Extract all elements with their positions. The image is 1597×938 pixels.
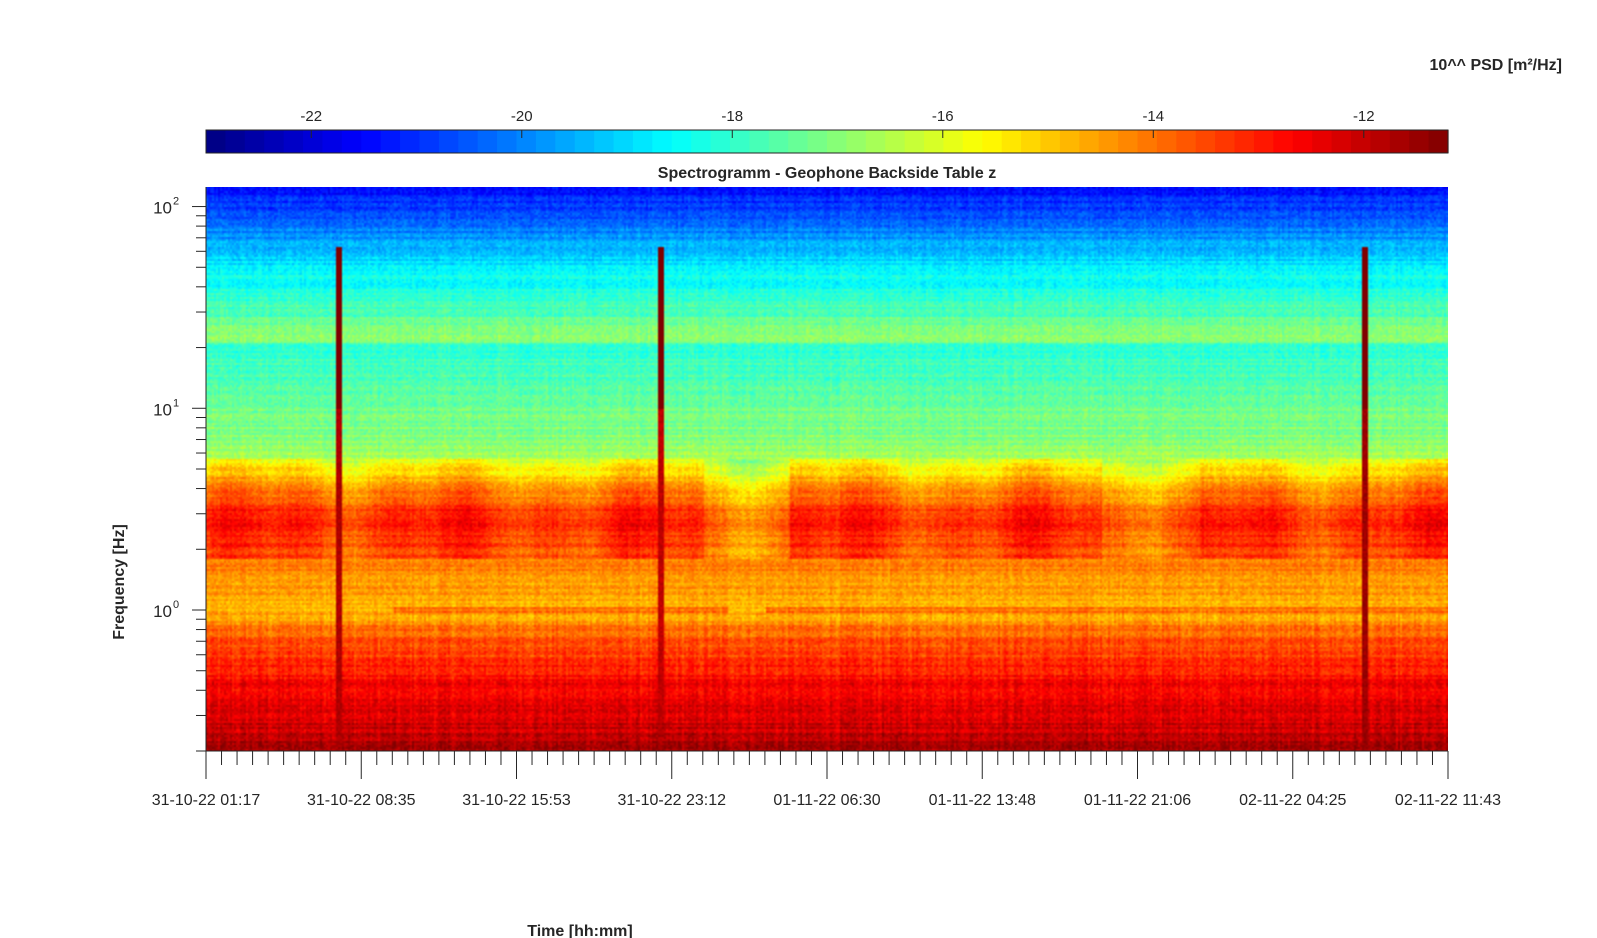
colorbar-cell <box>1428 130 1449 153</box>
colorbar-tick-label: -12 <box>1353 108 1375 125</box>
colorbar-cell <box>380 130 401 153</box>
x-tick-label: 31-10-22 15:53 <box>462 792 571 809</box>
colorbar-cell <box>1021 130 1042 153</box>
colorbar-cell <box>613 130 634 153</box>
colorbar-cell <box>1273 130 1294 153</box>
y-axis-label: Frequency [Hz] <box>111 524 128 640</box>
colorbar-cell <box>361 130 382 153</box>
colorbar-label: 10^^ PSD [m²/Hz] <box>1430 57 1562 74</box>
colorbar-cell <box>710 130 731 153</box>
colorbar-cell <box>1118 130 1139 153</box>
colorbar-tick-label: -22 <box>300 108 322 125</box>
colorbar-cell <box>1176 130 1197 153</box>
colorbar-cell <box>341 130 362 153</box>
colorbar-cell <box>555 130 576 153</box>
colorbar-cell <box>1040 130 1061 153</box>
colorbar-cell <box>458 130 479 153</box>
colorbar-cell <box>768 130 789 153</box>
colorbar-cell <box>1215 130 1236 153</box>
colorbar-cell <box>1370 130 1391 153</box>
colorbar-cell <box>535 130 556 153</box>
colorbar-tick-label: -20 <box>511 108 533 125</box>
colorbar-cell <box>1312 130 1333 153</box>
colorbar-cell <box>283 130 304 153</box>
colorbar-cells <box>206 130 1449 153</box>
colorbar-cell <box>807 130 828 153</box>
x-tick-label: 31-10-22 01:17 <box>152 792 261 809</box>
colorbar-cell <box>924 130 945 153</box>
colorbar-cell <box>264 130 285 153</box>
colorbar-cell <box>1059 130 1080 153</box>
colorbar-cell <box>1195 130 1216 153</box>
colorbar-cell <box>419 130 440 153</box>
y-tick-label: 10 <box>153 199 172 218</box>
x-tick-label: 02-11-22 04:25 <box>1239 792 1346 809</box>
y-tick-exponent: 0 <box>173 599 179 611</box>
colorbar-cell <box>1350 130 1371 153</box>
colorbar-tick-label: -14 <box>1142 108 1164 125</box>
colorbar-cell <box>322 130 343 153</box>
colorbar-cell <box>846 130 867 153</box>
colorbar-cell <box>497 130 518 153</box>
colorbar-cell <box>594 130 615 153</box>
colorbar-cell <box>1234 130 1255 153</box>
colorbar-cell <box>1156 130 1177 153</box>
x-axis: 31-10-22 01:17 31-10-22 08:35 31-10-22 15:… <box>152 750 1501 809</box>
colorbar-cell <box>904 130 925 153</box>
x-tick-label: 01-11-22 13:48 <box>929 792 1036 809</box>
x-tick-label: 01-11-22 06:30 <box>773 792 880 809</box>
y-tick-label: 10 <box>153 400 172 419</box>
colorbar-cell <box>962 130 983 153</box>
colorbar-cell <box>1137 130 1158 153</box>
colorbar-cell <box>729 130 750 153</box>
colorbar-cell <box>574 130 595 153</box>
x-tick-label: 31-10-22 08:35 <box>307 792 416 809</box>
colorbar-cell <box>1331 130 1352 153</box>
colorbar-cell <box>206 130 227 153</box>
y-tick-label: 10 <box>153 602 172 621</box>
colorbar-cell <box>1001 130 1022 153</box>
colorbar-cell <box>303 130 324 153</box>
colorbar-cell <box>671 130 692 153</box>
colorbar-cell <box>885 130 906 153</box>
colorbar-cell <box>225 130 246 153</box>
colorbar-cell <box>1253 130 1274 153</box>
colorbar-frame <box>205 129 1449 154</box>
colorbar: -22 -20 -18 -16 -14 -12 10^^ PSD [m²/Hz] <box>205 57 1562 154</box>
colorbar-cell <box>632 130 653 153</box>
colorbar-cell <box>438 130 459 153</box>
colorbar-cell <box>1098 130 1119 153</box>
colorbar-cell <box>865 130 886 153</box>
colorbar-cell <box>749 130 770 153</box>
spectrogram-heatmap <box>206 187 1448 751</box>
colorbar-tick-label: -16 <box>932 108 954 125</box>
colorbar-cell <box>1409 130 1430 153</box>
colorbar-cell <box>943 130 964 153</box>
colorbar-cell <box>788 130 809 153</box>
colorbar-cell <box>1292 130 1313 153</box>
y-tick-exponent: 1 <box>173 397 179 409</box>
chart-title: Spectrogramm - Geophone Backside Table z <box>658 165 996 182</box>
colorbar-cell <box>477 130 498 153</box>
x-axis-label: Time [hh:mm] <box>527 923 632 938</box>
colorbar-cell <box>1079 130 1100 153</box>
colorbar-cell <box>244 130 265 153</box>
colorbar-cell <box>982 130 1003 153</box>
x-tick-label: 02-11-22 11:43 <box>1395 792 1501 809</box>
colorbar-cell <box>1389 130 1410 153</box>
x-tick-label: 31-10-22 23:12 <box>617 792 726 809</box>
colorbar-cell <box>516 130 537 153</box>
x-tick-label: 01-11-22 21:06 <box>1084 792 1191 809</box>
y-tick-exponent: 2 <box>173 196 179 208</box>
spectrogram-plot-area <box>206 187 1448 751</box>
colorbar-cell <box>691 130 712 153</box>
colorbar-cell <box>827 130 848 153</box>
colorbar-cell <box>400 130 421 153</box>
colorbar-tick-label: -18 <box>721 108 743 125</box>
colorbar-ticks: -22 -20 -18 -16 -14 -12 <box>300 108 1375 138</box>
colorbar-cell <box>652 130 673 153</box>
